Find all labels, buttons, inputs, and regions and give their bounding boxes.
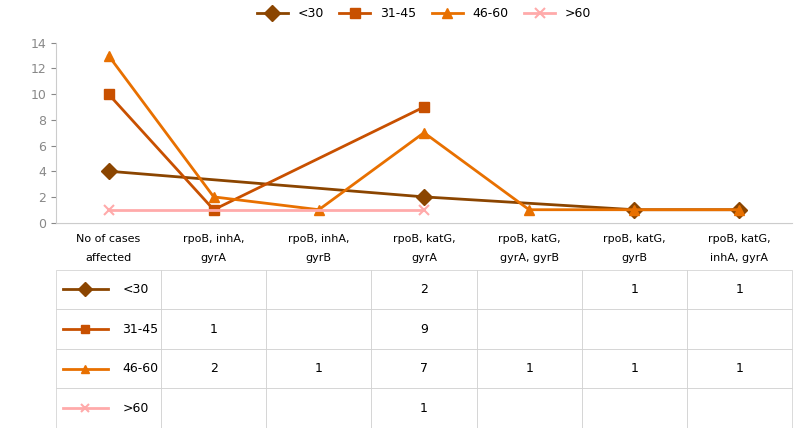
Text: rpoB, katG,: rpoB, katG,	[708, 234, 770, 244]
Line: <30: <30	[103, 166, 745, 215]
Text: rpoB, inhA,: rpoB, inhA,	[288, 234, 350, 244]
<30	[419, 194, 429, 199]
46-60	[419, 130, 429, 135]
46-60	[104, 53, 114, 58]
<30	[104, 169, 114, 174]
Text: gyrA: gyrA	[201, 253, 226, 263]
Text: inhA, gyrA: inhA, gyrA	[710, 253, 769, 263]
46-60	[209, 194, 218, 199]
Text: gyrA, gyrB: gyrA, gyrB	[500, 253, 558, 263]
Text: rpoB, katG,: rpoB, katG,	[603, 234, 666, 244]
46-60	[734, 207, 744, 212]
46-60	[630, 207, 639, 212]
Text: gyrB: gyrB	[306, 253, 332, 263]
<30	[630, 207, 639, 212]
Text: rpoB, inhA,: rpoB, inhA,	[183, 234, 245, 244]
Text: gyrA: gyrA	[411, 253, 437, 263]
Text: <30: <30	[122, 283, 149, 296]
Text: No of cases: No of cases	[77, 234, 141, 244]
Text: gyrB: gyrB	[622, 253, 647, 263]
Text: rpoB, katG,: rpoB, katG,	[498, 234, 561, 244]
46-60	[314, 207, 324, 212]
46-60	[524, 207, 534, 212]
31-45	[104, 92, 114, 97]
Text: 46-60: 46-60	[122, 362, 158, 375]
Line: >60: >60	[104, 205, 429, 214]
31-45	[209, 207, 218, 212]
Legend: <30, 31-45, 46-60, >60: <30, 31-45, 46-60, >60	[251, 2, 597, 25]
Text: >60: >60	[122, 402, 149, 415]
Text: 31-45: 31-45	[122, 323, 158, 336]
Line: 46-60: 46-60	[104, 51, 744, 214]
<30	[734, 207, 744, 212]
>60	[104, 207, 114, 212]
>60	[419, 207, 429, 212]
Text: affected: affected	[86, 253, 132, 263]
Text: rpoB, katG,: rpoB, katG,	[393, 234, 455, 244]
31-45	[419, 104, 429, 110]
Line: 31-45: 31-45	[104, 89, 429, 214]
